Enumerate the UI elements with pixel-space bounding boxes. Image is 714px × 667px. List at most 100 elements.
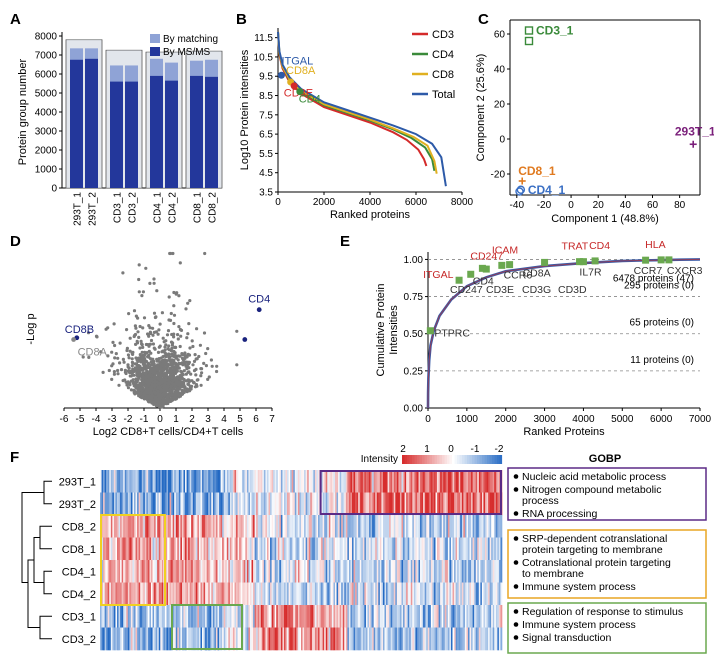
heatmap-cell	[276, 627, 279, 651]
x-tick-label: 5	[237, 414, 243, 425]
heatmap-cell	[160, 605, 163, 628]
go-bullet	[513, 584, 519, 589]
heatmap-cell	[466, 515, 469, 538]
heatmap-cell	[106, 515, 109, 538]
background-point	[179, 369, 183, 373]
x-axis-label: Component 1 (48.8%)	[551, 213, 659, 225]
x-axis-label: Ranked proteins	[330, 209, 411, 221]
heatmap-cell	[472, 605, 475, 628]
heatmap-cell	[387, 627, 390, 651]
heatmap-cell	[455, 627, 458, 651]
colorbar-segment	[442, 455, 445, 464]
background-point	[149, 351, 153, 355]
heatmap-cell	[152, 605, 155, 628]
heatmap-cell	[372, 560, 374, 583]
heatmap-cell	[415, 560, 418, 583]
heatmap-cell	[109, 582, 112, 606]
heatmap-cell	[217, 560, 220, 583]
heatmap-cell	[112, 537, 115, 561]
heatmap-cell	[214, 582, 217, 606]
heatmap-cell	[384, 605, 387, 628]
heatmap-cell	[416, 560, 419, 583]
heatmap-cell	[174, 605, 177, 628]
heatmap-cell	[455, 470, 458, 493]
background-point	[171, 393, 175, 397]
heatmap-cell	[129, 515, 132, 538]
heatmap-cell	[237, 627, 240, 651]
heatmap-cell	[129, 605, 132, 628]
heatmap-cell	[376, 492, 379, 516]
heatmap-cell	[338, 470, 340, 493]
heatmap-cell	[265, 605, 268, 628]
heatmap-cell	[424, 470, 427, 493]
heatmap-cell	[399, 537, 402, 561]
y-tick-label: 7000	[35, 51, 58, 62]
heatmap-cell	[454, 627, 456, 651]
protein-label: IL7R	[579, 267, 602, 279]
bar-by-msms	[125, 81, 138, 188]
colorbar-segment	[469, 455, 473, 464]
heatmap-cell	[412, 605, 415, 628]
background-point	[156, 400, 160, 404]
heatmap-cell	[219, 582, 221, 606]
heatmap-cell	[379, 537, 382, 561]
heatmap-cell	[483, 605, 486, 628]
heatmap-cell	[304, 605, 306, 628]
heatmap-cell	[296, 560, 299, 583]
background-point	[158, 362, 163, 366]
colorbar-tick: 2	[400, 444, 406, 455]
background-point	[156, 391, 160, 395]
y-tick-label: 20	[494, 100, 506, 111]
heatmap-cell	[410, 515, 413, 538]
heatmap-cell	[239, 582, 241, 606]
heatmap-cell	[195, 470, 198, 493]
heatmap-cell	[437, 605, 439, 628]
background-point	[160, 311, 164, 315]
heatmap-cell	[403, 492, 405, 516]
bar-by-msms	[190, 75, 203, 188]
heatmap-cell	[137, 627, 139, 651]
protein-label: CXCR3	[667, 265, 703, 277]
y-tick-label: 1000	[35, 165, 58, 176]
heatmap-cell	[352, 492, 354, 516]
heatmap-cell	[206, 537, 209, 561]
heatmap-cell	[154, 470, 156, 493]
heatmap-cell	[152, 560, 155, 583]
heatmap-cell	[441, 515, 444, 538]
x-tick-label: CD3_1	[113, 192, 124, 224]
colorbar-segment	[494, 455, 498, 464]
heatmap-cell	[410, 582, 413, 606]
heatmap-cell	[113, 582, 116, 606]
background-point	[139, 391, 143, 395]
heatmap-cell	[268, 537, 271, 561]
heatmap-cell	[191, 537, 194, 561]
go-term-line: protein targeting to membrane	[522, 544, 663, 556]
heatmap-cell	[492, 537, 495, 561]
heatmap-cell	[322, 515, 325, 538]
heatmap-cell	[389, 515, 391, 538]
heatmap-cell	[342, 627, 345, 651]
heatmap-cell	[412, 470, 415, 493]
heatmap-cell	[236, 492, 238, 516]
background-point	[170, 346, 174, 350]
heatmap-cell	[256, 560, 259, 583]
heatmap-cell	[113, 627, 116, 651]
heatmap-cell	[299, 627, 302, 651]
heatmap-cell	[339, 492, 342, 516]
background-point	[175, 369, 179, 373]
heatmap-cell	[229, 627, 232, 651]
heatmap-cell	[304, 582, 306, 606]
heatmap-cell	[106, 582, 109, 606]
heatmap-cell	[256, 627, 259, 651]
heatmap-cell	[285, 605, 288, 628]
heatmap-cell	[438, 537, 441, 561]
heatmap-cell	[393, 627, 396, 651]
heatmap-cell	[226, 492, 229, 516]
heatmap-cell	[429, 560, 432, 583]
heatmap-cell	[416, 470, 419, 493]
heatmap-cell	[246, 560, 249, 583]
heatmap-cell	[166, 605, 169, 628]
heatmap-cell	[203, 537, 206, 561]
colorbar-segment	[447, 455, 450, 464]
heatmap-cell	[435, 560, 438, 583]
